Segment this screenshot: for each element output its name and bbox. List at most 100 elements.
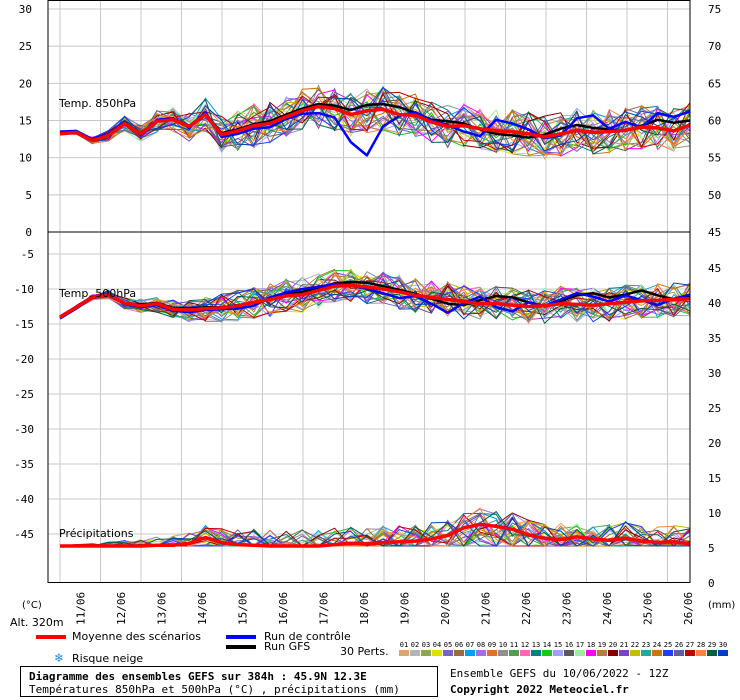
pert-number: 08 — [477, 641, 485, 649]
pert-number: 14 — [543, 641, 551, 649]
pert-color-swatch — [564, 650, 574, 656]
ytick-left-850: 5 — [25, 189, 32, 202]
legend-snow-label: Risque neige — [72, 652, 144, 665]
ytick-right-850: 70 — [708, 40, 721, 53]
xtick-label: 23/06 — [560, 592, 573, 625]
tick-labels: 30252015105075706560555045-5-10-15-20-25… — [14, 3, 721, 625]
ytick-right-850: 75 — [708, 3, 721, 16]
pert-number: 23 — [642, 641, 650, 649]
panel-label-precip: Précipitations — [59, 527, 134, 540]
ytick-right-850: 50 — [708, 189, 721, 202]
pert-number: 22 — [631, 641, 639, 649]
plot-frame — [47, 0, 691, 583]
pert-color-swatch — [531, 650, 541, 656]
ytick-right-precip: 0 — [708, 577, 715, 590]
ytick-left-850: 10 — [19, 152, 32, 165]
footer-copyright: Copyright 2022 Meteociel.fr — [450, 683, 629, 696]
ytick-right-precip: 15 — [708, 472, 721, 485]
pert-color-swatch — [575, 650, 585, 656]
member-line-850 — [59, 87, 691, 153]
footer-subtitle: Températures 850hPa et 500hPa (°C) , pré… — [29, 683, 400, 696]
pert-color-swatch — [476, 650, 486, 656]
ytick-left-500: -10 — [14, 283, 34, 296]
pert-color-swatch — [421, 650, 431, 656]
pert-number: 30 — [719, 641, 727, 649]
ytick-right-precip: 45 — [708, 262, 721, 275]
ytick-right-precip: 35 — [708, 332, 721, 345]
xtick-label: 26/06 — [682, 592, 695, 625]
series-mean-850 — [59, 104, 691, 143]
legend-mean-line — [36, 635, 66, 639]
pert-number: 09 — [488, 641, 496, 649]
footer-right: Ensemble GEFS du 10/06/2022 - 12Z Copyri… — [450, 667, 669, 696]
footer-title: Diagramme des ensembles GEFS sur 384h : … — [29, 670, 367, 683]
pert-color-swatch — [443, 650, 453, 656]
panel-label-850: Temp. 850hPa — [59, 97, 137, 110]
ytick-left-500: -15 — [14, 318, 34, 331]
ytick-left-850: 15 — [19, 115, 32, 128]
pert-number: 28 — [697, 641, 705, 649]
xtick-label: 16/06 — [277, 592, 290, 625]
ytick-left-850: 30 — [19, 3, 32, 16]
ensemble-members — [59, 84, 691, 548]
footer-title-box: Diagramme des ensembles GEFS sur 384h : … — [20, 666, 438, 697]
pert-color-swatch — [630, 650, 640, 656]
right-unit-label: (mm) — [708, 600, 736, 611]
pert-color-swatch — [399, 650, 409, 656]
ytick-right-precip: 30 — [708, 367, 721, 380]
series-mean-precip — [60, 522, 691, 548]
xtick-label: 18/06 — [358, 592, 371, 625]
pert-color-swatch — [542, 650, 552, 656]
pert-number: 19 — [598, 641, 606, 649]
member-line-850 — [59, 96, 691, 155]
member-line-850 — [59, 101, 691, 150]
series-mean-500 — [59, 283, 691, 319]
pert-number: 16 — [565, 641, 573, 649]
xtick-label: 15/06 — [236, 592, 249, 625]
ytick-left-850: 20 — [19, 77, 32, 90]
pert-color-swatch — [641, 650, 651, 656]
pert-number: 13 — [532, 641, 540, 649]
pert-color-swatch — [465, 650, 475, 656]
pert-color-swatch — [619, 650, 629, 656]
pert-color-swatch — [553, 650, 563, 656]
xtick-label: 25/06 — [641, 592, 654, 625]
xtick-label: 21/06 — [479, 592, 492, 625]
left-unit-label: (°C) — [22, 600, 42, 611]
pert-color-swatch — [597, 650, 607, 656]
pert-number: 04 — [433, 641, 441, 649]
pert-number: 15 — [554, 641, 562, 649]
member-line-850 — [59, 95, 691, 151]
pert-number: 02 — [411, 641, 419, 649]
pert-number: 25 — [664, 641, 672, 649]
pert-color-swatch — [498, 650, 508, 656]
pert-number: 11 — [510, 641, 518, 649]
snowflake-icon: ❄ — [54, 651, 65, 665]
pert-color-swatch — [410, 650, 420, 656]
pert-number: 12 — [521, 641, 529, 649]
altitude-label: Alt. 320m — [10, 616, 64, 629]
pert-number: 06 — [455, 641, 463, 649]
ytick-right-precip: 20 — [708, 437, 721, 450]
footer-run: Ensemble GEFS du 10/06/2022 - 12Z — [450, 667, 669, 680]
xtick-label: 24/06 — [601, 592, 614, 625]
pert-color-swatch — [509, 650, 519, 656]
chart-axes — [47, 0, 691, 583]
pert-number: 29 — [708, 641, 716, 649]
ytick-right-850: 45 — [708, 226, 721, 239]
xtick-label: 20/06 — [439, 592, 452, 625]
xtick-label: 17/06 — [317, 592, 330, 625]
xtick-label: 13/06 — [155, 592, 168, 625]
member-line-850 — [59, 86, 691, 152]
ytick-left-500: -45 — [14, 528, 34, 541]
pert-number: 18 — [587, 641, 595, 649]
legend-control-label: Run de contrôle — [264, 630, 351, 643]
legend-mean-label: Moyenne des scénarios — [72, 630, 201, 643]
legend-gfs-line — [226, 645, 256, 649]
pert-color-swatch — [652, 650, 662, 656]
ytick-left-850: 25 — [19, 40, 32, 53]
member-line-500 — [59, 280, 691, 322]
pert-number: 20 — [609, 641, 617, 649]
pert-number: 17 — [576, 641, 584, 649]
